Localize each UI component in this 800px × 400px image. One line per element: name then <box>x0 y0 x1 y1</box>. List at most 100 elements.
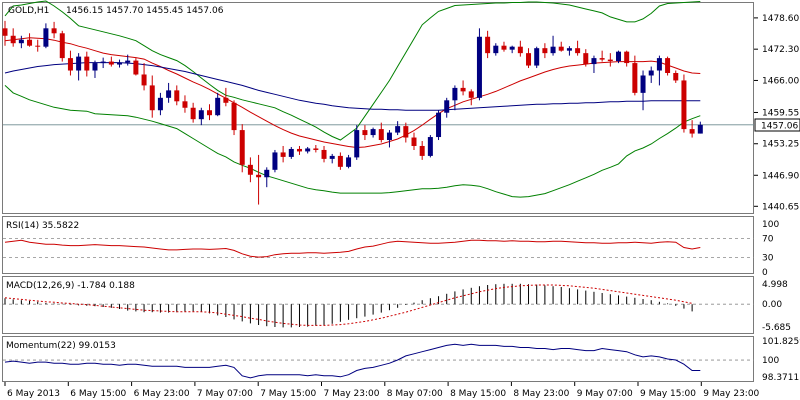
candle-body-bear <box>27 39 33 46</box>
candle-body-bear <box>296 148 302 152</box>
candle-body-bear <box>337 155 343 167</box>
candle-body-bear <box>2 28 8 36</box>
price-tick-label: 1478.60 <box>762 14 799 24</box>
candle-body-bull <box>76 56 82 71</box>
momentum-tick-label: 98.3711 <box>762 373 799 383</box>
lower-band-line <box>4 85 701 198</box>
candle-body-bear <box>67 58 73 71</box>
candle-body-bear <box>84 56 90 71</box>
candle-body-bear <box>141 74 147 86</box>
candle-body-bear <box>280 152 286 157</box>
candle-body-bull <box>100 61 106 64</box>
time-tick-label: 7 May 15:00 <box>260 389 316 399</box>
time-axis: 6 May 2013 6 May 15:00 6 May 23:00 7 May 07… <box>4 382 760 399</box>
macd-panel-frame <box>2 276 754 334</box>
candle-body-bull <box>493 45 499 54</box>
candle-body-bear <box>583 53 589 65</box>
candle-body-bear <box>542 48 548 54</box>
time-tick-label: 9 May 07:00 <box>577 389 633 399</box>
candle-body-bull <box>656 58 662 71</box>
candle-body-bull <box>697 124 703 134</box>
candle-body-bear <box>689 129 695 134</box>
momentum-panel-frame <box>2 336 754 382</box>
main-price-panel: 1478.60 1472.30 1466.00 1459.55 1453.25 1446.… <box>2 0 799 212</box>
candle-body-bear <box>673 73 679 81</box>
momentum-tick-label: 100 <box>762 356 779 366</box>
rsi-tick-label: 0 <box>762 268 768 278</box>
candle-body-bull <box>288 148 294 157</box>
time-tick-label: 8 May 15:00 <box>450 389 506 399</box>
rsi-line <box>4 239 701 258</box>
candle-body-bull <box>166 90 172 98</box>
time-tick-label: 6 May 15:00 <box>70 389 126 399</box>
panel-frames <box>2 2 754 382</box>
candle-body-bear <box>10 35 16 44</box>
candle-body-bull <box>18 39 24 44</box>
candle-body-bear <box>485 36 491 54</box>
current-price-tag-bg <box>754 118 800 132</box>
candle-body-bear <box>411 137 417 146</box>
candle-body-bear <box>247 164 253 175</box>
macd-tick-label: -5.685 <box>762 323 791 333</box>
candle-body-bull <box>354 130 360 158</box>
time-tick-label: 7 May 23:00 <box>324 389 380 399</box>
candle-body-bull <box>215 97 221 116</box>
time-tick-label: 9 May 23:00 <box>703 389 759 399</box>
candle-body-bull <box>476 36 482 98</box>
time-tick-label: 8 May 23:00 <box>513 389 569 399</box>
price-tick-label: 1466.00 <box>762 76 799 86</box>
candle-body-bear <box>174 90 180 102</box>
candle-body-bull <box>395 126 401 133</box>
candle-body-bear <box>35 45 41 47</box>
rsi-tick-label: 70 <box>762 234 774 244</box>
rsi-tick-label: 30 <box>762 254 774 264</box>
candle-body-bear <box>59 33 65 59</box>
upper-band-line <box>4 0 701 141</box>
price-tick-label: 1472.30 <box>762 45 799 55</box>
candle-body-bear <box>182 101 188 108</box>
candle-body-bull <box>427 137 433 156</box>
time-tick-label: 6 May 2013 <box>7 389 60 399</box>
candle-body-bull <box>591 58 597 65</box>
candle-body-bear <box>207 110 212 116</box>
candle-body-bear <box>108 61 114 65</box>
candle-body-bear <box>607 59 613 62</box>
price-tick-label: 1446.90 <box>762 171 799 181</box>
macd-signal-line <box>4 284 693 326</box>
candle-body-bull <box>117 62 123 65</box>
candle-body-bull <box>157 97 163 111</box>
candle-body-bull <box>329 155 335 159</box>
candle-body-bear <box>403 126 409 138</box>
candle-body-bear <box>133 60 139 75</box>
candle-body-bull <box>346 157 352 167</box>
price-tick-label: 1453.25 <box>762 140 799 150</box>
candle-body-bear <box>624 51 630 64</box>
price-tick-label: 1440.65 <box>762 202 799 212</box>
candle-body-bear <box>665 58 671 73</box>
momentum-label: Momentum(22) 99.0153 <box>6 341 116 351</box>
candle-body-bull <box>272 152 278 170</box>
candle-body-bear <box>632 63 638 93</box>
candle-body-bear <box>149 85 155 111</box>
candle-body-bull <box>264 169 270 178</box>
candle-body-bull <box>92 63 98 71</box>
candle-body-bear <box>526 53 532 66</box>
candle-body-bull <box>509 46 515 50</box>
rsi-tick-label: 100 <box>762 220 779 230</box>
candle-body-bull <box>452 87 458 101</box>
main-panel-frame <box>2 2 754 214</box>
candle-body-bull <box>534 48 540 66</box>
candle-body-bear <box>460 87 466 92</box>
candle-body-bear <box>599 58 605 60</box>
candle-body-bull <box>43 28 49 47</box>
candle-body-bull <box>444 100 450 113</box>
candle-body-bear <box>313 148 319 150</box>
rsi-panel-frame <box>2 216 754 274</box>
time-tick-label: 9 May 15:00 <box>640 389 696 399</box>
current-price-tag: 1457.06 <box>761 122 798 132</box>
candle-body-bear <box>223 97 229 103</box>
candle-body-bear <box>378 129 384 141</box>
price-tick-label: 1459.55 <box>762 108 799 118</box>
